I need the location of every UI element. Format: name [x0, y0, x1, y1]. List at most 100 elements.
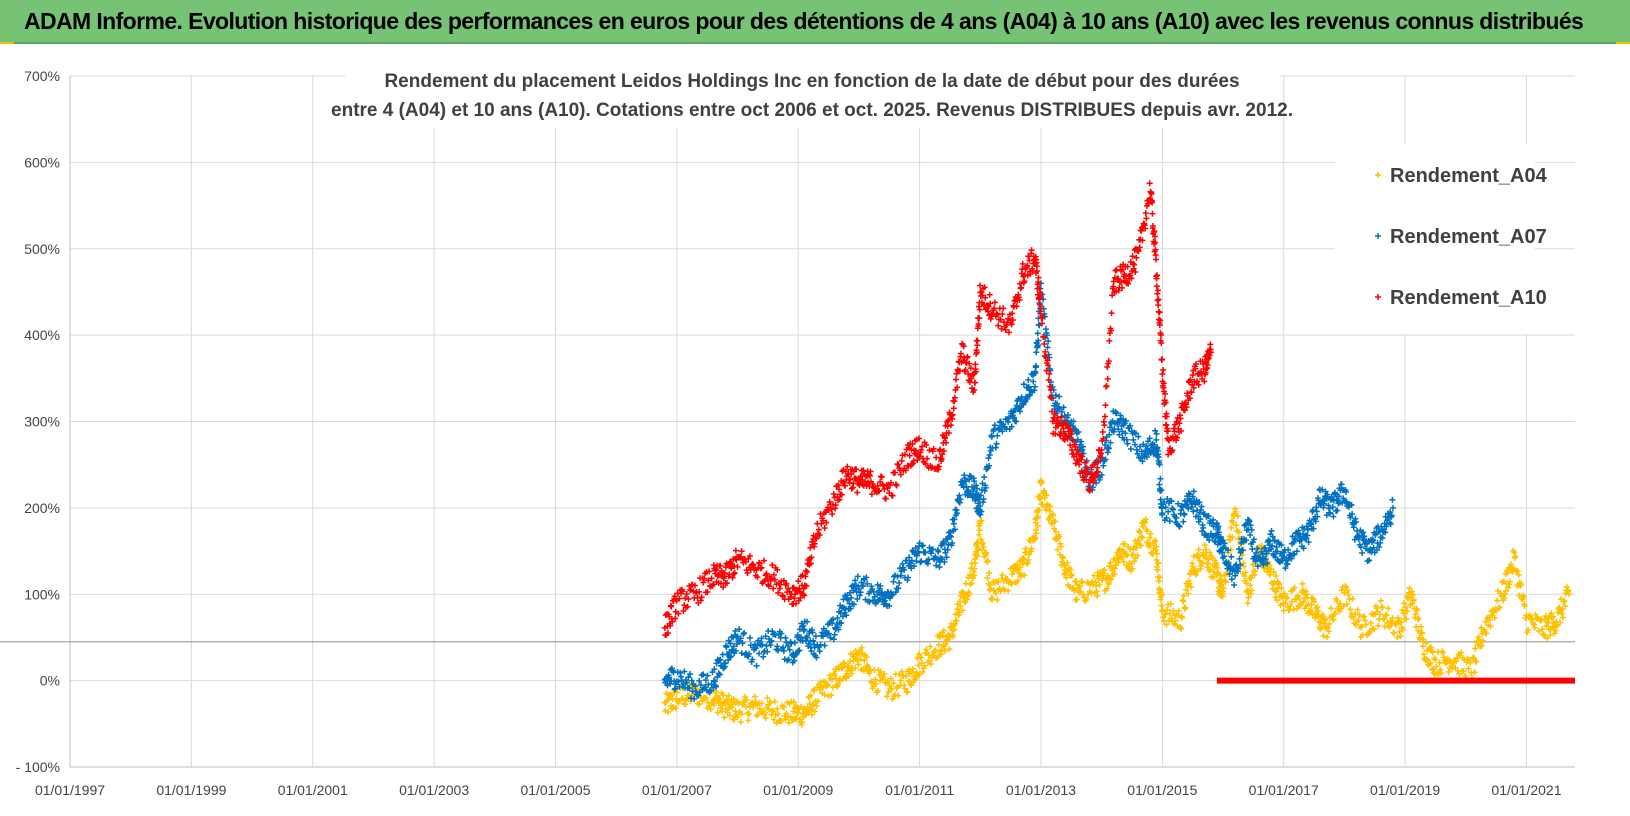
series-point: [922, 549, 929, 556]
series-Rendement_A10: [661, 180, 1214, 639]
series-point: [954, 510, 961, 517]
series-point: [830, 491, 837, 498]
series-point: [1032, 534, 1039, 541]
series-point: [1046, 383, 1053, 390]
series-point: [1002, 326, 1009, 333]
series-point: [1282, 565, 1289, 572]
series-point: [868, 583, 875, 590]
series-point: [1090, 479, 1097, 486]
x-tick-label: 01/01/2007: [642, 782, 712, 798]
series-point: [804, 618, 811, 625]
series-point: [847, 605, 854, 612]
series-point: [908, 446, 915, 453]
series-point: [1140, 441, 1147, 448]
series-point: [1404, 608, 1411, 615]
series-Rendement_A10_zero: [1216, 677, 1575, 684]
series-point: [1151, 228, 1158, 235]
series-point: [1104, 364, 1111, 371]
series-point: [916, 671, 923, 678]
series-point: [1367, 619, 1374, 626]
series-point: [1142, 210, 1149, 217]
series-point: [1262, 556, 1269, 563]
series-point: [1377, 597, 1384, 604]
series-point: [898, 668, 905, 675]
series-point: [1095, 458, 1102, 465]
series-point: [915, 549, 922, 556]
series-point: [861, 657, 868, 664]
series-point: [1175, 607, 1182, 614]
series-point: [1157, 332, 1164, 339]
series-point: [904, 689, 911, 696]
y-tick-label: 100%: [24, 586, 60, 602]
series-point: [1021, 572, 1028, 579]
series-point: [868, 491, 875, 498]
series-point: [1037, 293, 1044, 300]
series-point: [815, 526, 822, 533]
series-point: [1092, 474, 1099, 481]
series-point: [824, 681, 831, 688]
series-point: [733, 634, 740, 641]
series-point: [1158, 487, 1165, 494]
series-point: [831, 631, 838, 638]
series-point: [959, 607, 966, 614]
series-point: [836, 486, 843, 493]
series-point: [1350, 615, 1357, 622]
series-point: [986, 451, 993, 458]
series-point: [811, 686, 818, 693]
series-point: [1078, 438, 1085, 445]
series-point: [720, 584, 727, 591]
series-point: [1414, 607, 1421, 614]
series-point: [1137, 455, 1144, 462]
series-point: [877, 668, 884, 675]
series-point: [919, 443, 926, 450]
series-point: [1009, 310, 1016, 317]
series-point: [1281, 553, 1288, 560]
series-point: [1383, 611, 1390, 618]
series-point: [1135, 248, 1142, 255]
series-point: [1377, 539, 1384, 546]
series-point: [975, 321, 982, 328]
series-point: [1036, 285, 1043, 292]
series-point: [1110, 278, 1117, 285]
series-point: [731, 562, 738, 569]
series-point: [977, 536, 984, 543]
series-point: [908, 557, 915, 564]
series-point: [1039, 313, 1046, 320]
series-point: [886, 682, 893, 689]
series-point: [1248, 587, 1255, 594]
series-point: [1181, 407, 1188, 414]
series-point: [720, 692, 727, 699]
series-point: [795, 597, 802, 604]
series-point: [1045, 377, 1052, 384]
series-point: [1240, 563, 1247, 570]
series-point: [883, 693, 890, 700]
series-point: [825, 630, 832, 637]
series-point: [788, 640, 795, 647]
series-point: [915, 662, 922, 669]
series-point: [962, 478, 969, 485]
y-tick-label: - 100%: [16, 759, 60, 775]
series-point: [1118, 279, 1125, 286]
series-point: [1037, 280, 1044, 287]
series-point: [991, 299, 998, 306]
series-point: [1014, 577, 1021, 584]
series-point: [1373, 547, 1380, 554]
series-point: [1041, 340, 1048, 347]
series-point: [739, 640, 746, 647]
series-point: [1284, 561, 1291, 568]
series-point: [964, 353, 971, 360]
series-point: [976, 306, 983, 313]
series-point: [767, 642, 774, 649]
series-point: [767, 699, 774, 706]
series-point: [1347, 606, 1354, 613]
series-point: [1180, 518, 1187, 525]
series-point: [722, 706, 729, 713]
series-point: [853, 466, 860, 473]
series-point: [1073, 596, 1080, 603]
legend: Rendement_A04 Rendement_A07 Rendement_A10: [1335, 144, 1548, 334]
series-point: [995, 578, 1002, 585]
series-point: [940, 540, 947, 547]
series-point: [1352, 611, 1359, 618]
series-point: [1287, 603, 1294, 610]
series-point: [1355, 617, 1362, 624]
